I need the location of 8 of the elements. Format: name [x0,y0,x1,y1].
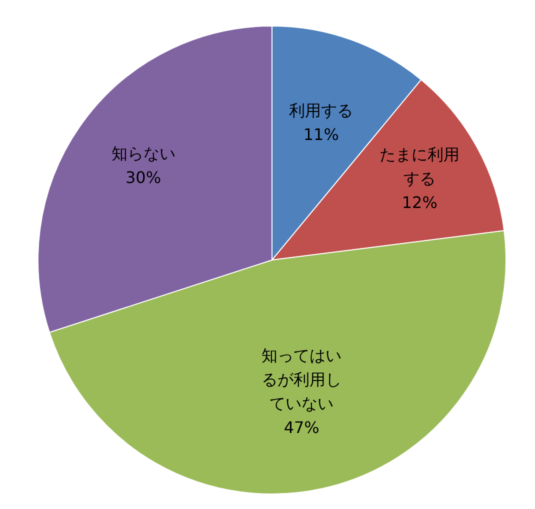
slice-label: 利用する [288,100,354,122]
slice-label: 知ってはいるが利用していない [260,345,343,416]
data-label: 11% [302,124,340,146]
data-label: 30% [124,167,162,190]
slice-label: たまに利用する [378,144,461,190]
slice-label: 知らない [110,143,176,166]
data-label: 12% [400,192,438,214]
data-label: 47% [282,417,320,440]
